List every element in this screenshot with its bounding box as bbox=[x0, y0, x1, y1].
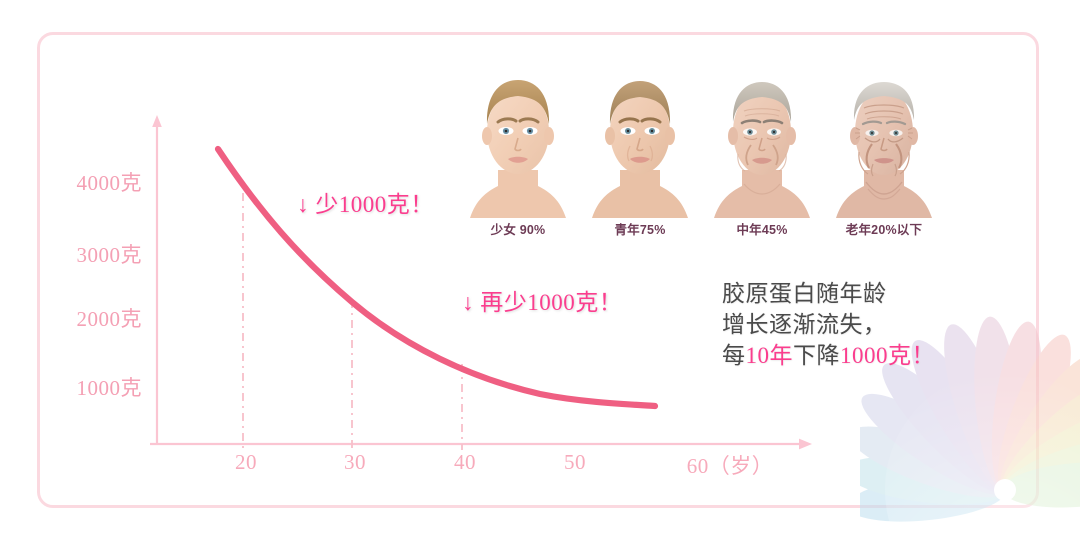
x-tick-50: 50 bbox=[564, 450, 586, 474]
description-line-2: 增长逐渐流失， bbox=[722, 312, 887, 337]
description-line-1: 胶原蛋白随年龄 bbox=[722, 281, 887, 306]
face-caption-old: 老年20%以下 bbox=[845, 223, 923, 237]
face-cell-old: 老年20%以下 bbox=[826, 52, 942, 238]
description-line-3: 每10年下降1000克！ bbox=[722, 340, 935, 371]
face-portrait-teen bbox=[460, 58, 576, 218]
y-axis-arrow bbox=[152, 115, 162, 127]
x-tick-40: 40 bbox=[454, 450, 476, 474]
face-caption-young: 青年75% bbox=[614, 223, 666, 237]
x-axis-arrow bbox=[799, 438, 812, 450]
desc-middle: 下降 bbox=[793, 343, 840, 368]
face-cell-teen: 少女 90% bbox=[460, 52, 576, 238]
desc-highlight-years: 10年 bbox=[745, 343, 793, 368]
annotation-second-drop: ↓ 再少1000克！ bbox=[462, 290, 623, 315]
y-axis-labels: 4000克 3000克 2000克 1000克 bbox=[0, 0, 142, 547]
desc-highlight-grams: 1000克！ bbox=[840, 343, 935, 368]
y-tick-2000: 2000克 bbox=[76, 307, 142, 331]
face-portrait-young bbox=[582, 58, 698, 218]
face-caption-teen: 少女 90% bbox=[490, 223, 546, 237]
aging-face-strip: 少女 90% bbox=[460, 52, 942, 238]
x-tick-60-unit: 60（岁） bbox=[686, 454, 774, 478]
annotation-first-drop: ↓ 少1000克！ bbox=[297, 192, 434, 217]
face-portrait-middle bbox=[704, 58, 820, 218]
face-cell-young: 青年75% bbox=[582, 52, 698, 238]
y-tick-1000: 1000克 bbox=[76, 376, 142, 400]
desc-prefix: 每 bbox=[722, 343, 746, 368]
y-tick-4000: 4000克 bbox=[76, 171, 142, 195]
face-caption-middle: 中年45% bbox=[736, 223, 788, 237]
description-block: 胶原蛋白随年龄 增长逐渐流失， 每10年下降1000克！ bbox=[722, 278, 935, 371]
face-portrait-old bbox=[826, 58, 942, 218]
y-tick-3000: 3000克 bbox=[76, 243, 142, 267]
x-tick-20: 20 bbox=[235, 450, 257, 474]
face-cell-middle: 中年45% bbox=[704, 52, 820, 238]
x-tick-30: 30 bbox=[344, 450, 366, 474]
